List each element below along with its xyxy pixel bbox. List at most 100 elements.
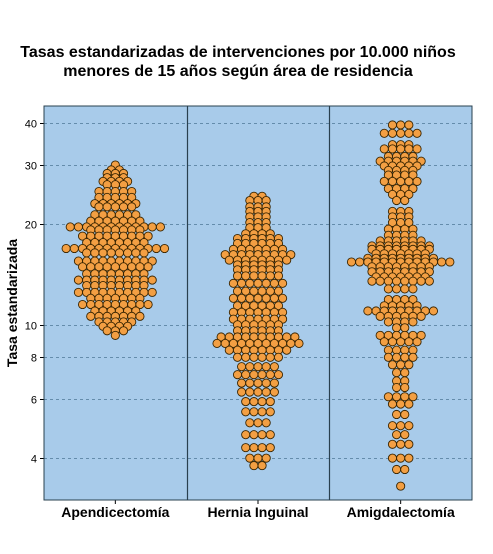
data-point — [269, 278, 279, 288]
data-point — [249, 352, 259, 362]
data-point — [379, 337, 389, 347]
data-point — [400, 430, 410, 440]
xtick-label-1: Apendicectomía — [61, 504, 169, 520]
data-point — [237, 362, 247, 372]
data-point — [400, 392, 410, 402]
data-point — [73, 287, 83, 297]
data-point — [245, 278, 255, 288]
data-point — [278, 278, 288, 288]
data-point — [437, 257, 447, 267]
data-point — [379, 128, 389, 138]
data-point — [237, 387, 247, 397]
data-point — [404, 144, 414, 154]
data-point — [383, 317, 393, 327]
data-point — [392, 382, 402, 393]
data-point — [408, 317, 418, 327]
data-point — [257, 443, 267, 453]
data-point — [253, 278, 263, 288]
data-point — [387, 453, 398, 463]
data-point — [139, 248, 149, 258]
data-point — [387, 399, 398, 409]
data-point — [396, 481, 406, 491]
data-point — [232, 271, 243, 281]
data-point — [392, 276, 402, 286]
data-point — [228, 278, 238, 288]
data-point — [392, 368, 402, 378]
data-point — [408, 276, 418, 286]
data-point — [404, 217, 414, 228]
data-point — [65, 222, 75, 232]
data-point — [257, 271, 267, 281]
data-point — [232, 352, 243, 362]
data-point — [404, 120, 414, 130]
data-point — [261, 362, 271, 372]
xtick-label-3: Amigdalectomía — [347, 504, 455, 520]
data-point — [396, 144, 406, 154]
data-point — [294, 338, 304, 348]
data-point — [253, 293, 263, 303]
ytick-label-30: 30 — [25, 161, 37, 173]
data-point — [253, 362, 263, 372]
data-point — [392, 323, 402, 333]
data-point — [404, 439, 414, 449]
data-point — [237, 378, 247, 388]
data-point — [73, 275, 83, 285]
data-point — [400, 276, 410, 286]
data-point — [363, 306, 373, 316]
data-point — [379, 144, 389, 154]
data-point — [396, 120, 406, 130]
data-point — [396, 128, 406, 138]
xtick-label-2: Hernia Inguinal — [207, 504, 308, 520]
data-point — [159, 243, 170, 254]
data-point — [253, 418, 263, 428]
data-point — [212, 338, 222, 348]
data-point — [387, 337, 398, 347]
data-point — [127, 202, 137, 212]
data-point — [387, 360, 398, 370]
category-dividers — [186, 106, 331, 500]
data-point — [392, 352, 402, 362]
data-point — [228, 293, 238, 303]
data-point — [412, 144, 422, 154]
data-point — [61, 243, 71, 254]
data-point — [400, 323, 410, 333]
data-point — [400, 284, 410, 294]
data-point — [265, 370, 275, 380]
data-point — [412, 176, 422, 186]
ytick-label-6: 6 — [31, 395, 37, 407]
data-point — [241, 271, 251, 281]
data-point — [408, 294, 418, 305]
data-point — [98, 248, 108, 258]
ytick-label-10: 10 — [25, 321, 37, 333]
ytick-label-20: 20 — [25, 220, 37, 232]
data-point — [265, 397, 275, 407]
data-point — [155, 222, 165, 232]
data-point — [408, 392, 418, 402]
data-point — [110, 202, 120, 212]
data-point — [416, 330, 426, 340]
data-point — [400, 409, 410, 420]
data-point — [261, 453, 271, 463]
data-point — [412, 128, 422, 138]
data-point — [241, 397, 251, 407]
data-point — [249, 397, 259, 407]
data-point — [118, 326, 129, 336]
data-point — [400, 352, 410, 362]
data-point — [282, 345, 292, 355]
data-point — [269, 378, 279, 388]
data-point — [261, 418, 271, 428]
data-point — [245, 378, 255, 388]
data-point — [396, 360, 406, 370]
y-axis-label: Tasa estandarizada — [4, 239, 20, 367]
data-point — [400, 368, 410, 378]
ytick-label-8: 8 — [31, 353, 37, 365]
data-point — [396, 439, 406, 449]
data-point — [123, 248, 133, 258]
series-1-points — [61, 160, 170, 340]
data-point — [400, 195, 410, 206]
data-point — [265, 352, 275, 362]
data-point — [290, 332, 300, 342]
data-point — [404, 399, 414, 409]
chart-title: Tasas estandarizadas de intervenciones p… — [0, 43, 476, 81]
